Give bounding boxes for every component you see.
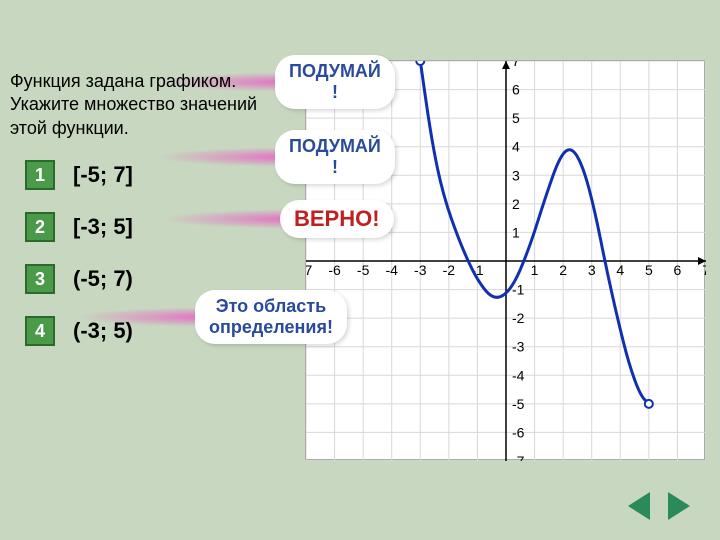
callout-think-2-text: ПОДУМАЙ ! [289,136,381,177]
svg-text:1: 1 [531,262,539,278]
svg-text:-7: -7 [512,453,525,461]
prev-button[interactable] [628,492,650,520]
svg-text:4: 4 [616,262,624,278]
option-num-2: 2 [25,212,55,242]
svg-text:6: 6 [512,82,520,98]
options-list: 1 [-5; 7] 2 [-3; 5] 3 (-5; 7) 4 (-3; 5) [25,160,133,368]
svg-text:6: 6 [674,262,682,278]
option-2[interactable]: 2 [-3; 5] [25,212,133,242]
svg-text:7: 7 [512,61,520,69]
option-num-4: 4 [25,316,55,346]
option-num-1: 1 [25,160,55,190]
option-1[interactable]: 1 [-5; 7] [25,160,133,190]
svg-text:-4: -4 [385,262,398,278]
question-line-3: этой функции. [10,117,257,140]
svg-text:-4: -4 [512,367,525,383]
callout-think-1-text: ПОДУМАЙ ! [289,61,381,102]
svg-text:4: 4 [512,139,520,155]
svg-text:-3: -3 [512,339,525,355]
option-text-1: [-5; 7] [73,162,133,188]
svg-text:-3: -3 [414,262,427,278]
option-text-4: (-3; 5) [73,318,133,344]
option-4[interactable]: 4 (-3; 5) [25,316,133,346]
callout-domain: Это область определения! [195,290,347,344]
function-chart: -7-6-5-4-3-2-11234567-7-6-5-4-3-2-112345… [305,60,705,460]
svg-text:-5: -5 [357,262,370,278]
callout-domain-text: Это область определения! [209,296,333,337]
svg-text:-5: -5 [512,396,525,412]
svg-text:3: 3 [588,262,596,278]
svg-text:-2: -2 [443,262,456,278]
callout-think-2: ПОДУМАЙ ! [275,130,395,184]
callout-think-1: ПОДУМАЙ ! [275,55,395,109]
svg-text:-7: -7 [306,262,312,278]
svg-text:-6: -6 [328,262,341,278]
next-button[interactable] [668,492,690,520]
question-line-2: Укажите множество значений [10,93,257,116]
callout-correct: ВЕРНО! [280,200,394,238]
svg-text:1: 1 [512,224,520,240]
svg-text:-2: -2 [512,310,525,326]
svg-text:5: 5 [645,262,653,278]
svg-text:3: 3 [512,167,520,183]
svg-text:7: 7 [702,262,706,278]
callout-correct-text: ВЕРНО! [294,206,380,231]
question-line-1: Функция задана графиком. [10,70,257,93]
svg-text:-6: -6 [512,424,525,440]
option-num-3: 3 [25,264,55,294]
option-text-3: (-5; 7) [73,266,133,292]
svg-text:2: 2 [512,196,520,212]
svg-text:5: 5 [512,110,520,126]
option-text-2: [-3; 5] [73,214,133,240]
option-3[interactable]: 3 (-5; 7) [25,264,133,294]
svg-text:2: 2 [559,262,567,278]
